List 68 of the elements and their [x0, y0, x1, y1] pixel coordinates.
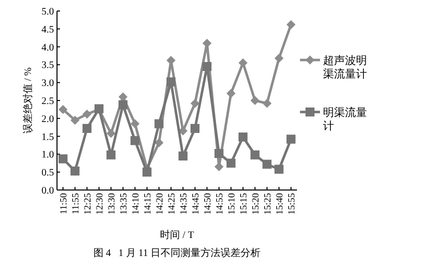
x-tick-label: 13:35: [120, 192, 130, 215]
x-tick-label: 15:55: [288, 192, 298, 215]
point: [58, 154, 68, 164]
point: [190, 98, 200, 108]
point: [262, 98, 272, 108]
point: [106, 128, 116, 138]
x-axis-title: 时间 / T: [160, 229, 194, 241]
y-tick-label: 3.0: [42, 78, 54, 90]
x-tick-label: 15:10: [228, 192, 238, 215]
x-tick-label: 13:30: [108, 192, 118, 215]
point: [202, 62, 212, 71]
x-tick-label: 15:40: [276, 192, 286, 215]
y-tick-label: 2.5: [42, 96, 54, 107]
point: [238, 132, 248, 142]
y-axis-title: 误差绝对值 / %: [22, 67, 34, 134]
point: [142, 168, 152, 177]
point: [286, 20, 296, 30]
x-tick-label: 14:55: [216, 192, 226, 215]
x-tick-label: 14:15: [144, 192, 154, 215]
point: [130, 136, 140, 146]
legend-label: 明渠流量计: [323, 106, 367, 133]
y-tick-label: 1.5: [42, 132, 54, 143]
y-tick-label: 3.5: [42, 60, 54, 72]
point: [106, 150, 116, 160]
point: [118, 100, 128, 110]
point: [274, 164, 284, 174]
point: [238, 58, 248, 68]
x-tick-label: 14:35: [180, 192, 190, 215]
point: [286, 134, 296, 144]
point: [154, 119, 164, 128]
legend-label: 超声波明渠流量计: [323, 54, 367, 81]
x-tick-label: 11:50: [60, 192, 70, 214]
point: [274, 54, 284, 63]
x-tick-label: 15:15: [240, 192, 250, 215]
point: [250, 150, 260, 160]
x-tick-label: 14:25: [168, 192, 178, 215]
y-tick-label: 0.0: [42, 186, 54, 196]
point: [130, 119, 140, 128]
x-tick-label: 14:45: [192, 192, 202, 215]
point: [166, 77, 176, 86]
x-tick-label: 15:25: [264, 192, 274, 215]
point: [70, 166, 80, 176]
point: [178, 151, 188, 160]
x-tick-label: 12:30: [96, 192, 106, 215]
point: [262, 160, 272, 169]
y-tick-label: 0.5: [42, 168, 54, 179]
y-tick-label: 5.0: [42, 6, 54, 18]
point: [82, 110, 92, 119]
point: [226, 88, 236, 98]
point: [58, 104, 68, 114]
x-tick-label: 14:20: [156, 192, 166, 215]
y-tick-label: 2.0: [42, 114, 54, 125]
point: [226, 158, 236, 168]
point: [82, 124, 92, 133]
y-tick-label: 4.0: [42, 42, 54, 54]
x-tick-label: 14:10: [132, 192, 142, 215]
point: [190, 124, 200, 133]
y-tick-label: 1.0: [42, 150, 54, 161]
x-tick-label: 14:50: [204, 192, 214, 215]
point: [214, 148, 224, 158]
x-tick-label: 12:25: [84, 192, 94, 215]
point: [250, 96, 260, 105]
y-tick-label: 4.5: [42, 24, 54, 36]
x-tick-label: 11:55: [72, 192, 82, 214]
text: 图 4 1 月 11 日不同测量方法误差分析: [93, 247, 261, 259]
point: [70, 116, 80, 125]
x-tick-label: 15:20: [252, 192, 262, 215]
point: [154, 138, 164, 148]
